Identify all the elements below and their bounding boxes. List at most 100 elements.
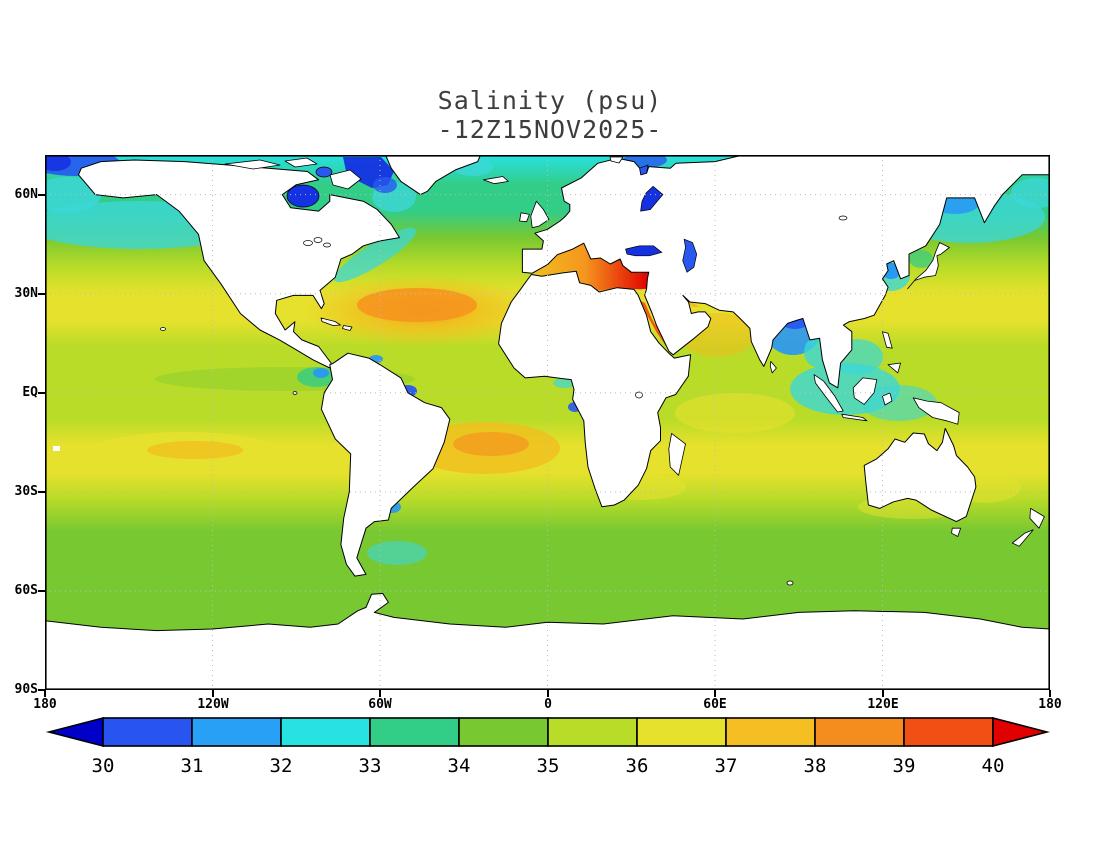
continent-south-america bbox=[320, 352, 451, 577]
lon-tick-180 bbox=[1049, 690, 1051, 697]
feature-davis-strait bbox=[373, 177, 397, 193]
continent-north-america bbox=[78, 159, 400, 369]
feature-patagonian-shelf bbox=[367, 541, 427, 565]
feature-panama-fresh-core bbox=[313, 368, 329, 378]
lon-tick-60W bbox=[379, 690, 381, 697]
island-ireland bbox=[519, 212, 530, 223]
lon-tick-label-0: 0 bbox=[544, 697, 552, 712]
colorbar-segment-34-35 bbox=[458, 717, 549, 747]
colorbar-segment-39-40 bbox=[903, 717, 994, 747]
continent-greenland bbox=[385, 155, 481, 196]
feature-sea-of-japan bbox=[909, 250, 933, 268]
feature-red-sea bbox=[641, 301, 668, 349]
feature-great-lakes-2 bbox=[313, 237, 323, 243]
island-madagascar bbox=[668, 433, 686, 476]
colorbar-segment-35-36 bbox=[547, 717, 638, 747]
island-iceland bbox=[482, 176, 509, 185]
island-sri-lanka bbox=[769, 361, 777, 374]
island-canadian-arctic-1 bbox=[224, 159, 281, 170]
lon-tick-120E bbox=[882, 690, 884, 697]
island-hawaii bbox=[160, 327, 166, 331]
island-cuba bbox=[320, 317, 341, 326]
colorbar-tick-label: 35 bbox=[537, 755, 560, 777]
lat-tick-60S bbox=[38, 590, 45, 592]
island-hispaniola bbox=[342, 325, 353, 331]
feature-bering-sea-east bbox=[45, 177, 101, 213]
feature-foxe-basin bbox=[315, 166, 333, 178]
colorbar-segment-31-32 bbox=[191, 717, 282, 747]
feature-lake-baikal bbox=[838, 215, 848, 221]
island-baffin bbox=[329, 169, 362, 190]
feature-south-pacific-gyre-core bbox=[147, 441, 243, 459]
lon-tick-0 bbox=[547, 690, 549, 697]
lat-tick-label-30S: 30S bbox=[14, 484, 38, 499]
island-java bbox=[841, 413, 868, 422]
lat-tick-label-60S: 60S bbox=[14, 583, 38, 598]
colorbar-segment-32-33 bbox=[280, 717, 371, 747]
lat-tick-EQ bbox=[38, 392, 45, 394]
island-sulawesi bbox=[882, 392, 893, 406]
missing-data-pixel bbox=[53, 446, 60, 451]
feature-great-lakes-1 bbox=[303, 240, 313, 246]
colorbar-tick-label: 40 bbox=[982, 755, 1005, 777]
feature-black-sea bbox=[625, 245, 663, 257]
island-sumatra bbox=[813, 374, 844, 413]
colorbar: 30 31 32 33 34 35 36 37 38 39 40 bbox=[45, 716, 1050, 777]
colorbar-tick-label: 33 bbox=[359, 755, 382, 777]
feature-lake-victoria bbox=[635, 391, 643, 399]
feature-white-sea bbox=[639, 164, 649, 176]
feature-hudson-bay bbox=[286, 184, 320, 208]
inland-seas bbox=[286, 164, 848, 399]
lon-tick-label-120W: 120W bbox=[197, 697, 229, 712]
lat-tick-30S bbox=[38, 491, 45, 493]
colorbar-tick-label: 32 bbox=[270, 755, 293, 777]
lat-tick-label-90S: 90S bbox=[14, 682, 38, 697]
plot-title-block: Salinity (psu) -12Z15NOV2025- bbox=[0, 86, 1100, 144]
lon-tick-180 bbox=[44, 690, 46, 697]
lat-tick-label-60N: 60N bbox=[14, 187, 38, 202]
islands bbox=[160, 156, 1045, 586]
island-borneo bbox=[852, 377, 878, 405]
colorbar-tick-label: 34 bbox=[448, 755, 471, 777]
island-new-zealand-south bbox=[1011, 529, 1034, 547]
colorbar-segment-36-37 bbox=[636, 717, 727, 747]
feature-indonesian-seas-east bbox=[861, 385, 937, 421]
island-new-guinea bbox=[912, 397, 960, 425]
continents bbox=[45, 155, 1050, 690]
island-new-zealand-north bbox=[1029, 508, 1045, 529]
island-kerguelen bbox=[786, 580, 794, 586]
lon-tick-label-60W: 60W bbox=[368, 697, 392, 712]
lon-tick-60E bbox=[714, 690, 716, 697]
island-tasmania bbox=[951, 527, 961, 537]
island-luzon bbox=[882, 331, 893, 349]
plot-title: Salinity (psu) bbox=[437, 86, 663, 115]
island-canadian-arctic-2 bbox=[284, 157, 318, 168]
lat-tick-label-EQ: EQ bbox=[22, 385, 38, 400]
sea-ice-edge-east bbox=[514, 637, 746, 647]
lat-tick-90S bbox=[38, 689, 45, 691]
colorbar-segment-30-31 bbox=[102, 717, 193, 747]
lon-tick-label-180: 180 bbox=[33, 697, 57, 712]
colorbar-tick-label: 31 bbox=[181, 755, 204, 777]
feature-north-atlantic-gyre-core bbox=[357, 288, 477, 322]
colorbar-over-arrow bbox=[992, 716, 1050, 748]
continent-antarctica bbox=[45, 593, 1050, 690]
feature-great-lakes-3 bbox=[323, 242, 331, 248]
island-svalbard bbox=[609, 156, 624, 164]
island-mindanao bbox=[887, 362, 901, 374]
colorbar-tick-label: 38 bbox=[804, 755, 827, 777]
feature-mediterranean-sea bbox=[532, 243, 649, 291]
lon-tick-label-120E: 120E bbox=[867, 697, 899, 712]
sea-ice-edge-weddell bbox=[339, 631, 481, 641]
feature-caspian-sea bbox=[682, 238, 698, 273]
sea-ice-edges bbox=[53, 446, 746, 651]
lat-tick-label-30N: 30N bbox=[14, 286, 38, 301]
lon-tick-120W bbox=[212, 690, 214, 697]
map-frame bbox=[45, 155, 1050, 690]
colorbar-segment-38-39 bbox=[814, 717, 905, 747]
feature-chukchi-sea bbox=[45, 155, 71, 171]
continent-africa bbox=[498, 270, 692, 508]
colorbar-under-arrow bbox=[45, 716, 104, 748]
feature-gulf-stream-front bbox=[333, 227, 417, 283]
